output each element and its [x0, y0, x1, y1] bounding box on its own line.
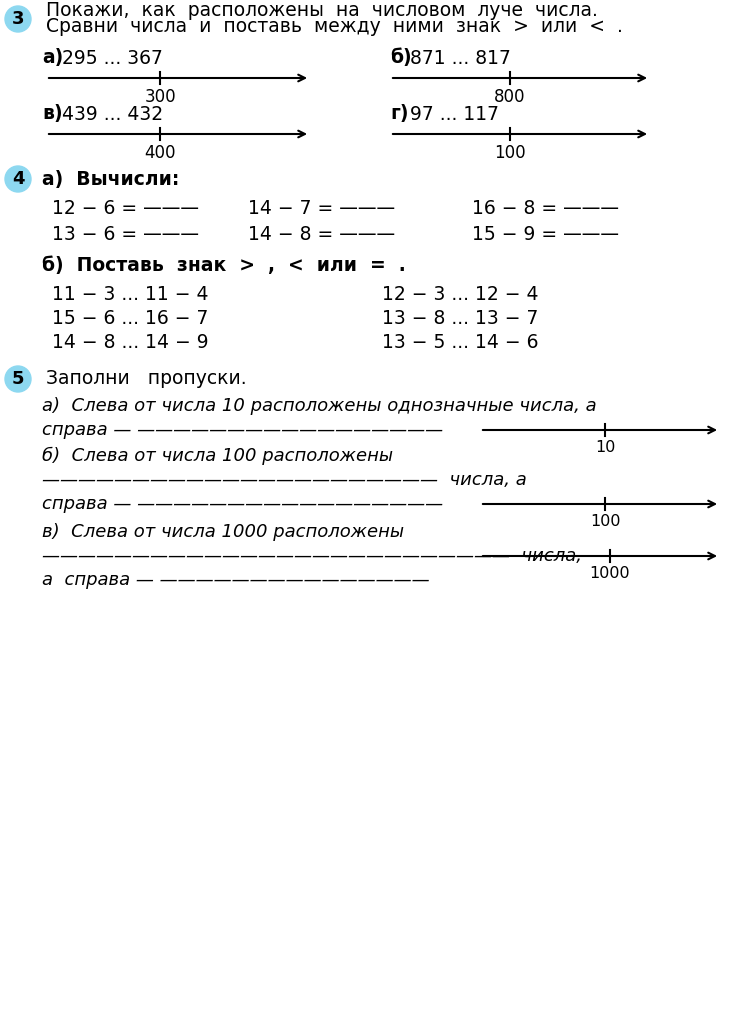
Text: 14 − 8 ... 14 − 9: 14 − 8 ... 14 − 9: [52, 333, 209, 351]
Text: 100: 100: [590, 514, 620, 529]
Text: 439 ... 432: 439 ... 432: [62, 104, 163, 124]
Text: б): б): [390, 48, 411, 68]
Text: г): г): [390, 104, 408, 124]
Text: 100: 100: [494, 144, 526, 162]
Text: 1000: 1000: [590, 566, 630, 581]
Circle shape: [5, 6, 31, 32]
Text: 800: 800: [494, 88, 526, 106]
Text: 13 − 6 = ———: 13 − 6 = ———: [52, 225, 199, 245]
Text: 13 − 8 ... 13 − 7: 13 − 8 ... 13 − 7: [382, 308, 538, 328]
Text: 3: 3: [12, 10, 24, 28]
Circle shape: [5, 166, 31, 193]
Text: 12 − 6 = ———: 12 − 6 = ———: [52, 200, 199, 218]
Text: 10: 10: [595, 440, 615, 455]
Text: 97 ... 117: 97 ... 117: [410, 104, 499, 124]
Text: 295 ... 367: 295 ... 367: [62, 48, 163, 68]
Text: а)  Слева от числа 10 расположены однозначные числа, а: а) Слева от числа 10 расположены однозна…: [42, 397, 597, 415]
Text: а): а): [42, 48, 63, 68]
Text: 15 − 6 ... 16 − 7: 15 − 6 ... 16 − 7: [52, 308, 209, 328]
Text: ——————————————————————————  числа,: —————————————————————————— числа,: [42, 547, 582, 565]
Text: 300: 300: [144, 88, 176, 106]
Circle shape: [5, 366, 31, 392]
Text: а  справа — ———————————————: а справа — ———————————————: [42, 571, 430, 589]
Text: 15 − 9 = ———: 15 − 9 = ———: [472, 225, 619, 245]
Text: 400: 400: [144, 144, 176, 162]
Text: 5: 5: [12, 370, 24, 388]
Text: Заполни   пропуски.: Заполни пропуски.: [46, 370, 247, 388]
Text: ——————————————————————  числа, а: —————————————————————— числа, а: [42, 471, 527, 489]
Text: справа — —————————————————: справа — —————————————————: [42, 421, 443, 439]
Text: в): в): [42, 104, 63, 124]
Text: 871 ... 817: 871 ... 817: [410, 48, 511, 68]
Text: справа — —————————————————: справа — —————————————————: [42, 495, 443, 513]
Text: 12 − 3 ... 12 − 4: 12 − 3 ... 12 − 4: [382, 285, 539, 303]
Text: 16 − 8 = ———: 16 − 8 = ———: [472, 200, 619, 218]
Text: б)  Поставь  знак  >  ,  <  или  =  .: б) Поставь знак > , < или = .: [42, 256, 406, 275]
Text: б)  Слева от числа 100 расположены: б) Слева от числа 100 расположены: [42, 446, 393, 465]
Text: 13 − 5 ... 14 − 6: 13 − 5 ... 14 − 6: [382, 333, 539, 351]
Text: 14 − 7 = ———: 14 − 7 = ———: [248, 200, 395, 218]
Text: а)  Вычисли:: а) Вычисли:: [42, 170, 179, 188]
Text: Сравни  числа  и  поставь  между  ними  знак  >  или  <  .: Сравни числа и поставь между ними знак >…: [46, 17, 623, 37]
Text: 11 − 3 ... 11 − 4: 11 − 3 ... 11 − 4: [52, 285, 209, 303]
Text: 14 − 8 = ———: 14 − 8 = ———: [248, 225, 395, 245]
Text: 4: 4: [12, 170, 24, 188]
Text: в)  Слева от числа 1000 расположены: в) Слева от числа 1000 расположены: [42, 523, 404, 541]
Text: Покажи,  как  расположены  на  числовом  луче  числа.: Покажи, как расположены на числовом луче…: [46, 1, 598, 20]
